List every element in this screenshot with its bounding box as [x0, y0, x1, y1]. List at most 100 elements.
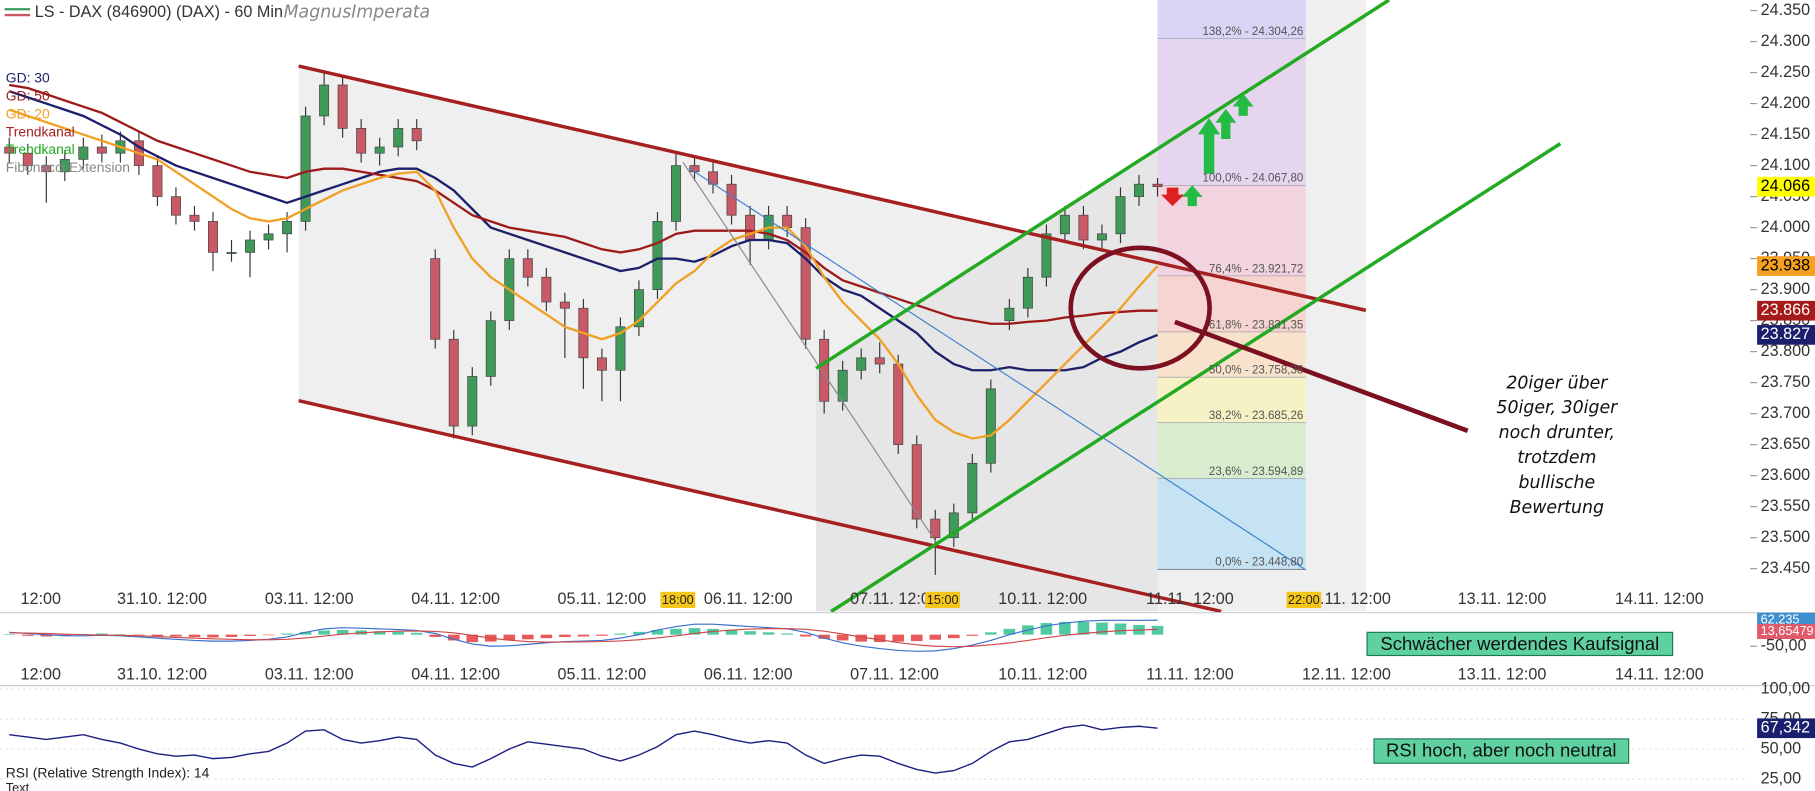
fib-label: 38,2% - 23.685,26 — [1209, 410, 1303, 422]
macd-bar — [1114, 623, 1127, 635]
x-tick-label: 14.11. 12:00 — [1615, 590, 1704, 608]
macd-bar — [503, 634, 516, 641]
macd-bar — [799, 634, 812, 637]
macd-bar — [985, 632, 997, 635]
candle-body — [263, 233, 274, 241]
macd-bar — [762, 632, 775, 635]
macd-bar — [596, 634, 608, 636]
macd-bar — [873, 634, 886, 643]
annotation-line: bullische — [1518, 473, 1595, 493]
price-tag — [1757, 325, 1815, 345]
macd-bar — [133, 634, 145, 636]
x-tick-label: 14.11. 12:00 — [1615, 665, 1704, 683]
moving-average — [8, 90, 1158, 372]
candle-body — [1022, 276, 1033, 309]
x-tick-label: 11.11. 12:00 — [1146, 665, 1234, 683]
macd-bar — [540, 634, 553, 639]
y-tick-label: -50,00 — [1761, 637, 1807, 655]
macd-bar — [170, 634, 182, 637]
fib-label: 50,0% - 23.758,38 — [1209, 365, 1303, 377]
candle-body — [189, 214, 200, 222]
candle-body — [96, 146, 107, 154]
macd-bar — [633, 631, 645, 635]
y-tick-label: 24.250 — [1761, 63, 1811, 81]
time-marker-label: 15:00 — [927, 592, 959, 607]
y-tick-label: 23.650 — [1761, 435, 1811, 453]
annotation-line: noch drunter, — [1499, 423, 1615, 443]
time-marker — [660, 591, 696, 609]
candle-body — [300, 115, 311, 222]
macd-bar — [1003, 628, 1016, 635]
pointer-line — [1174, 319, 1469, 433]
annotation-line: trotzdem — [1517, 448, 1596, 468]
candle-body — [893, 363, 904, 446]
macd-bar — [577, 634, 590, 637]
macd-bar — [392, 631, 404, 635]
candle-body — [411, 128, 422, 142]
channel-shading — [816, 148, 1158, 612]
candle-body — [1115, 196, 1126, 235]
annotation-text: Schwächer werdendes Kaufsignal — [1380, 633, 1659, 654]
annotation-text: RSI hoch, aber noch neutral — [1386, 740, 1617, 761]
up-arrow — [1181, 185, 1203, 207]
macd-bar — [299, 631, 312, 635]
candle-body — [282, 221, 293, 235]
price-tag — [1757, 256, 1815, 276]
macd-bar — [410, 632, 423, 635]
macd-bar — [207, 634, 219, 638]
macd-bar — [744, 631, 756, 635]
macd-bar — [40, 634, 53, 637]
candle-body — [319, 84, 330, 117]
macd-bar — [1077, 621, 1090, 635]
up-arrow — [1215, 108, 1237, 139]
x-tick-label: 31.10. 12:00 — [117, 590, 207, 608]
candle-body — [856, 357, 867, 371]
x-tick-label: 04.11. 12:00 — [411, 665, 500, 683]
candle-body — [1078, 214, 1089, 241]
y-tick-label: 23.450 — [1761, 559, 1811, 577]
x-tick-label: 12.11. 12:00 — [1302, 665, 1391, 683]
indicator-title: RSI (Relative Strength Index): 14 — [6, 764, 210, 780]
legend-entry: GD: 50 — [6, 87, 50, 103]
x-tick-label: 06.11. 12:00 — [704, 665, 793, 683]
macd-bar — [614, 633, 627, 635]
x-tick-label: 03.11. 12:00 — [265, 665, 354, 683]
candle-body — [633, 289, 644, 328]
legend-entry: GD: 20 — [6, 105, 50, 121]
candle-body — [541, 276, 552, 303]
x-tick-label: 03.11. 12:00 — [265, 590, 354, 608]
x-tick-label: 12.11. 12:00 — [1302, 590, 1391, 608]
fib-label: 61,8% - 23.831,35 — [1209, 319, 1303, 331]
legend-entry: Fibonacci Extension — [6, 159, 130, 175]
macd-bar — [966, 634, 979, 636]
macd-bar — [336, 630, 349, 635]
x-tick-label: 06.11. 12:00 — [704, 590, 793, 608]
candle-body — [948, 512, 959, 539]
macd-bar — [447, 634, 460, 641]
candle-body — [671, 165, 681, 222]
candle-body — [467, 376, 478, 427]
macd-bar — [318, 630, 330, 635]
macd-bar — [688, 628, 701, 635]
highlight-circle — [1068, 245, 1212, 371]
y-tick-label: 23.750 — [1761, 373, 1811, 391]
value-tag-label: 62,235 — [1761, 612, 1800, 627]
fib-label: 100,0% - 24.067,80 — [1202, 173, 1303, 185]
y-tick-label: 24.200 — [1761, 94, 1811, 112]
rsi-line — [9, 724, 1158, 774]
indicator-footer: Text — [6, 780, 30, 791]
time-marker — [925, 591, 961, 609]
candle-body — [689, 165, 700, 173]
candle-body — [967, 462, 978, 514]
candle-body — [208, 221, 218, 253]
macd-bar — [948, 634, 960, 639]
candle-body — [485, 320, 496, 377]
macd-bar — [725, 630, 738, 635]
macd-bar — [522, 634, 534, 640]
macd-bar — [559, 634, 571, 637]
candle-body — [337, 84, 348, 129]
y-tick-label: 50,00 — [1761, 739, 1802, 757]
candle-body — [652, 221, 663, 290]
